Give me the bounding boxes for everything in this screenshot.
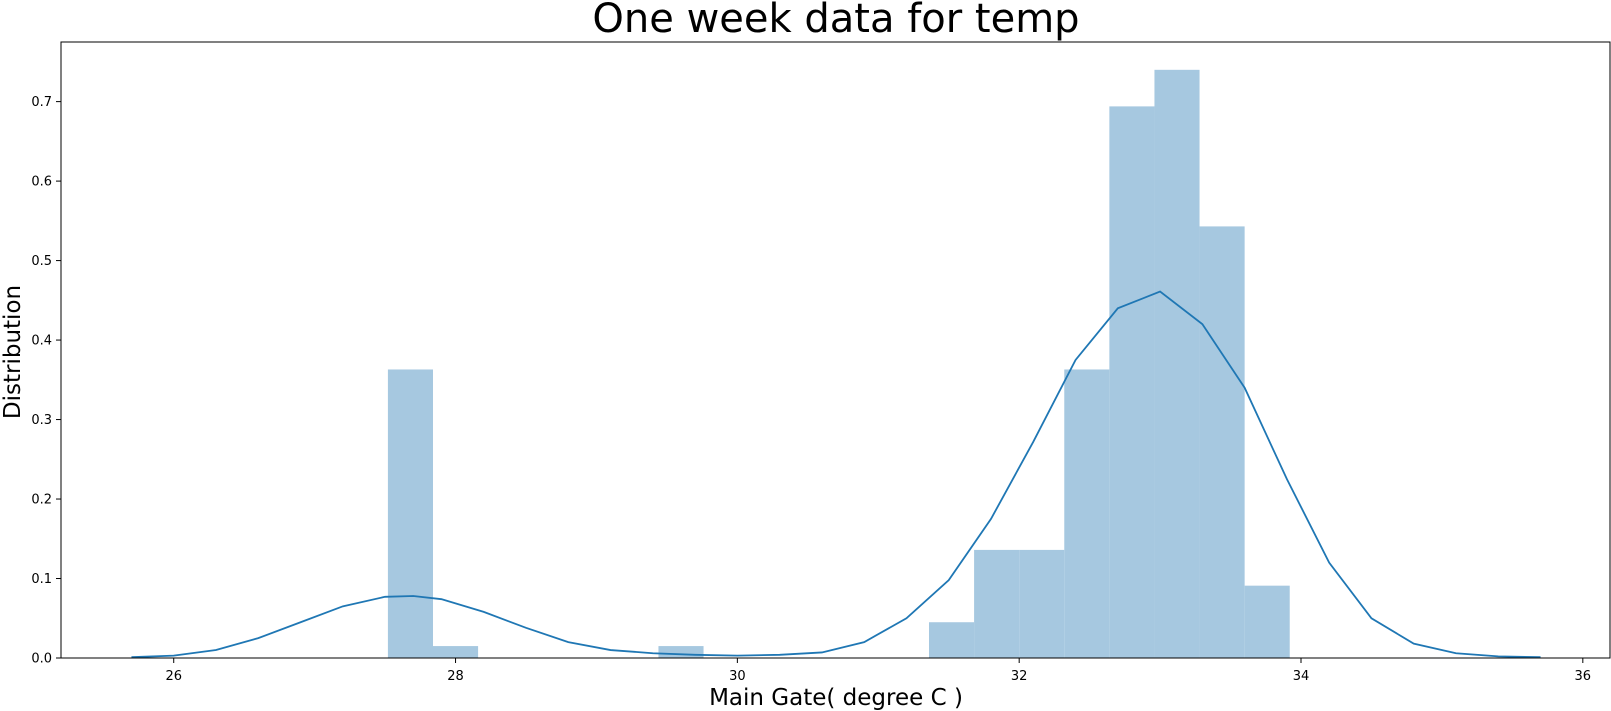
y-tick-label-0.7: 0.7 bbox=[31, 95, 52, 110]
histogram-bar-3 bbox=[929, 622, 975, 658]
kde-curve bbox=[131, 290, 1541, 659]
y-tick-label-0.3: 0.3 bbox=[31, 413, 52, 428]
y-axis-label: Distribution bbox=[0, 285, 26, 419]
y-tick-label-0.0: 0.0 bbox=[31, 652, 52, 667]
chart-title: One week data for temp bbox=[592, 0, 1079, 42]
histogram-bar-6 bbox=[1064, 369, 1110, 658]
y-axis-ticks: 0.0 0.1 0.2 0.3 0.4 0.5 0.6 0.7 bbox=[31, 95, 61, 667]
histogram-bar-4 bbox=[974, 549, 1020, 658]
x-tick-label-36: 36 bbox=[1575, 669, 1592, 684]
x-axis-ticks: 26 28 30 32 34 36 bbox=[165, 658, 1591, 684]
histogram-bar-9 bbox=[1199, 226, 1245, 658]
y-tick-label-0.1: 0.1 bbox=[31, 572, 52, 587]
y-tick-label-0.2: 0.2 bbox=[31, 493, 52, 508]
histogram-bar-1 bbox=[433, 646, 479, 658]
x-axis-label: Main Gate( degree C ) bbox=[709, 685, 963, 711]
histogram-bar-7 bbox=[1109, 106, 1155, 658]
histogram-bar-8 bbox=[1154, 69, 1200, 659]
y-tick-label-0.4: 0.4 bbox=[31, 334, 52, 349]
x-tick-label-26: 26 bbox=[165, 669, 182, 684]
histogram-bar-10 bbox=[1244, 585, 1290, 658]
x-tick-label-34: 34 bbox=[1293, 669, 1310, 684]
y-tick-label-0.6: 0.6 bbox=[31, 175, 52, 190]
histogram-bar-0 bbox=[387, 369, 433, 658]
plot-frame bbox=[60, 41, 1611, 659]
histogram-bars bbox=[387, 69, 1290, 659]
x-tick-label-28: 28 bbox=[447, 669, 464, 684]
y-tick-label-0.5: 0.5 bbox=[31, 254, 52, 269]
histogram-bar-2 bbox=[658, 646, 704, 658]
x-tick-label-30: 30 bbox=[729, 669, 746, 684]
histogram-bar-5 bbox=[1019, 549, 1065, 658]
x-tick-label-32: 32 bbox=[1011, 669, 1028, 684]
